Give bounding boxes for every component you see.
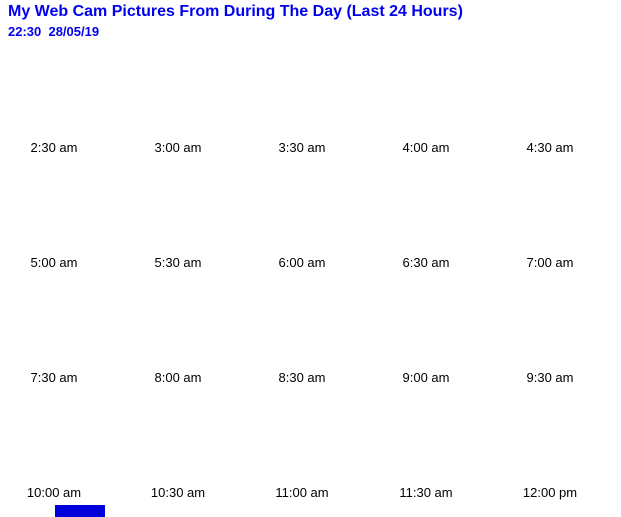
webcam-image-placeholder: [0, 45, 109, 140]
webcam-time-label: 5:00 am: [30, 255, 78, 270]
webcam-time-label: 10:00 am: [26, 485, 82, 500]
webcam-cell: 6:30 am: [364, 160, 488, 275]
webcam-time-label: 6:30 am: [402, 255, 450, 270]
webcam-cell: 7:30 am: [0, 275, 116, 390]
webcam-cell: 7:00 am: [488, 160, 612, 275]
webcam-time-label: 2:30 am: [30, 140, 78, 155]
webcam-cell: 11:30 am: [364, 390, 488, 505]
webcam-time-label: 8:30 am: [278, 370, 326, 385]
webcam-time-label: 7:30 am: [30, 370, 78, 385]
grid-row-1: 2:30 am 3:00 am 3:30 am 4:00 am 4:30 am: [0, 45, 612, 160]
webcam-cell: 10:30 am: [116, 390, 240, 505]
webcam-image-placeholder: [495, 390, 605, 485]
webcam-image-partial-top[interactable]: [55, 505, 105, 517]
webcam-image-placeholder: [371, 275, 481, 370]
webcam-time-label: 12:00 pm: [522, 485, 578, 500]
grid-row-4: 10:00 am 10:30 am 11:00 am 11:30 am 12:0…: [0, 390, 612, 505]
webcam-time-label: 3:30 am: [278, 140, 326, 155]
webcam-time-label: 7:00 am: [526, 255, 574, 270]
webcam-image-placeholder: [247, 45, 357, 140]
webcam-time-label: 4:30 am: [526, 140, 574, 155]
webcam-time-label: 11:00 am: [275, 485, 329, 500]
webcam-image-placeholder: [247, 160, 357, 255]
webcam-cell: 9:30 am: [488, 275, 612, 390]
webcam-cell: 12:00 pm: [488, 390, 612, 505]
webcam-cell: 5:30 am: [116, 160, 240, 275]
webcam-time-label: 8:00 am: [154, 370, 202, 385]
webcam-time-label: 10:30 am: [150, 485, 206, 500]
webcam-time-label: 5:30 am: [154, 255, 202, 270]
webcam-image-placeholder: [371, 390, 481, 485]
webcam-cell: 9:00 am: [364, 275, 488, 390]
webcam-image-placeholder: [0, 275, 109, 370]
webcam-cell: 3:30 am: [240, 45, 364, 160]
webcam-cell: 11:00 am: [240, 390, 364, 505]
webcam-time-label: 11:30 am: [399, 485, 453, 500]
webcam-image-placeholder: [0, 390, 109, 485]
page-timestamp: 22:30 28/05/19: [8, 24, 100, 39]
webcam-image-placeholder: [123, 390, 233, 485]
webcam-time-label: 3:00 am: [154, 140, 202, 155]
webcam-time-label: 6:00 am: [278, 255, 326, 270]
webcam-image-placeholder: [123, 45, 233, 140]
webcam-cell: 3:00 am: [116, 45, 240, 160]
webcam-time-label: 9:30 am: [526, 370, 574, 385]
webcam-time-label: 4:00 am: [402, 140, 450, 155]
webcam-cell: 4:00 am: [364, 45, 488, 160]
page-title: My Web Cam Pictures From During The Day …: [8, 3, 463, 20]
webcam-image-placeholder: [247, 275, 357, 370]
webcam-cell: 8:30 am: [240, 275, 364, 390]
webcam-image-placeholder: [0, 160, 109, 255]
webcam-image-placeholder: [495, 45, 605, 140]
webcam-cell: 4:30 am: [488, 45, 612, 160]
webcam-cell: 2:30 am: [0, 45, 116, 160]
webcam-cell: 8:00 am: [116, 275, 240, 390]
webcam-time-label: 9:00 am: [402, 370, 450, 385]
webcam-image-placeholder: [495, 275, 605, 370]
webcam-cell: 5:00 am: [0, 160, 116, 275]
webcam-image-placeholder: [495, 160, 605, 255]
webcam-image-placeholder: [371, 160, 481, 255]
webcam-cell: 10:00 am: [0, 390, 116, 505]
grid-row-2: 5:00 am 5:30 am 6:00 am 6:30 am 7:00 am: [0, 160, 612, 275]
webcam-image-placeholder: [123, 160, 233, 255]
webcam-cell: 6:00 am: [240, 160, 364, 275]
webcam-image-placeholder: [247, 390, 357, 485]
webcam-image-placeholder: [123, 275, 233, 370]
webcam-image-placeholder: [371, 45, 481, 140]
webcam-grid: 2:30 am 3:00 am 3:30 am 4:00 am 4:30 am …: [0, 45, 612, 505]
grid-row-3: 7:30 am 8:00 am 8:30 am 9:00 am 9:30 am: [0, 275, 612, 390]
